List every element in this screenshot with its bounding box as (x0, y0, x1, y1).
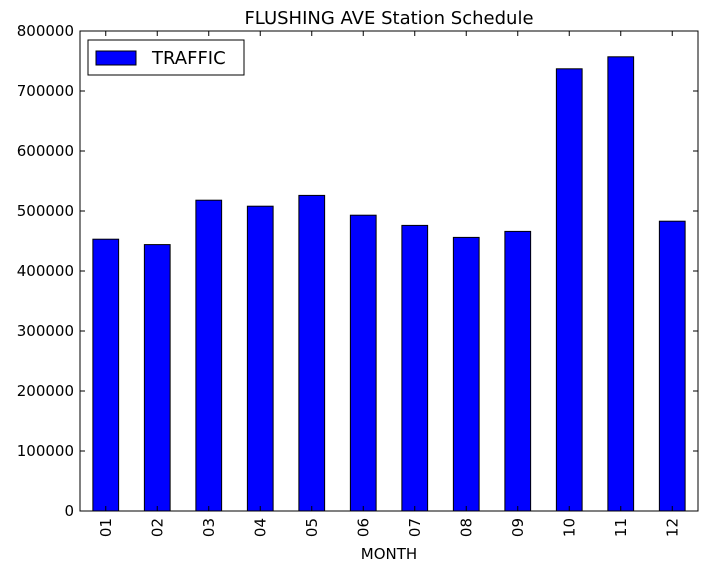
y-tick-label-300000: 300000 (17, 322, 74, 340)
plot-area-frame (79, 30, 699, 512)
legend-swatch-traffic (95, 50, 137, 66)
y-tick-label-0: 0 (64, 502, 74, 520)
y-tick-label-700000: 700000 (17, 82, 74, 100)
bar-12 (658, 220, 686, 512)
bar-09 (504, 230, 532, 512)
y-tick-label-400000: 400000 (17, 262, 74, 280)
bar-11 (607, 56, 635, 512)
x-tick-label-01: 01 (97, 518, 115, 537)
bar-08 (452, 236, 480, 512)
y-tick-label-500000: 500000 (17, 202, 74, 220)
x-tick-label-03: 03 (200, 518, 218, 537)
x-tick-label-08: 08 (457, 518, 475, 537)
bar-10 (555, 68, 583, 512)
x-tick-label-06: 06 (354, 518, 372, 537)
bar-07 (401, 224, 429, 512)
y-tick-label-600000: 600000 (17, 142, 74, 160)
x-tick-label-02: 02 (148, 518, 166, 537)
x-tick-label-09: 09 (509, 518, 527, 537)
x-axis-label: MONTH (361, 545, 417, 563)
ticks-group (80, 30, 698, 512)
bar-01 (92, 238, 120, 512)
x-tick-label-07: 07 (406, 518, 424, 537)
x-tick-label-05: 05 (303, 518, 321, 537)
bars-group (92, 56, 686, 512)
bar-06 (349, 214, 377, 512)
y-tick-labels: 0 100000 200000 300000 400000 500000 600000 700… (17, 22, 74, 520)
x-tick-labels: 01 02 03 04 05 06 07 08 09 10 11 12 (97, 518, 682, 537)
bar-03 (195, 199, 223, 512)
y-tick-label-200000: 200000 (17, 382, 74, 400)
y-tick-label-800000: 800000 (17, 22, 74, 40)
legend-box (87, 39, 245, 76)
legend: TRAFFIC (87, 39, 245, 76)
bar-05 (298, 194, 326, 512)
bar-04 (246, 205, 274, 512)
legend-label-traffic: TRAFFIC (151, 48, 226, 69)
chart-title: FLUSHING AVE Station Schedule (244, 8, 533, 29)
x-tick-label-11: 11 (612, 518, 630, 537)
x-tick-label-12: 12 (663, 518, 681, 537)
bar-02 (143, 244, 171, 512)
x-tick-label-10: 10 (560, 518, 578, 537)
y-tick-label-100000: 100000 (17, 442, 74, 460)
x-tick-label-04: 04 (251, 518, 269, 537)
